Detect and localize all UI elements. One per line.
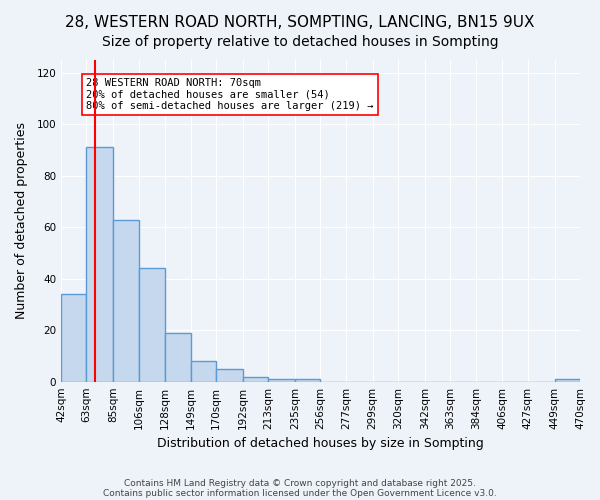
Bar [86, 148, 113, 382]
Bar [554, 379, 580, 382]
Text: 28 WESTERN ROAD NORTH: 70sqm
20% of detached houses are smaller (54)
80% of semi: 28 WESTERN ROAD NORTH: 70sqm 20% of deta… [86, 78, 374, 111]
Text: Contains public sector information licensed under the Open Government Licence v3: Contains public sector information licen… [103, 488, 497, 498]
Bar [268, 379, 295, 382]
Text: Size of property relative to detached houses in Sompting: Size of property relative to detached ho… [101, 35, 499, 49]
Bar [165, 333, 191, 382]
Bar [243, 376, 268, 382]
Bar [191, 361, 216, 382]
Bar [61, 294, 86, 382]
Bar [295, 379, 320, 382]
Bar [216, 369, 243, 382]
Bar [113, 220, 139, 382]
Text: Contains HM Land Registry data © Crown copyright and database right 2025.: Contains HM Land Registry data © Crown c… [124, 478, 476, 488]
X-axis label: Distribution of detached houses by size in Sompting: Distribution of detached houses by size … [157, 437, 484, 450]
Bar [139, 268, 165, 382]
Y-axis label: Number of detached properties: Number of detached properties [15, 122, 28, 320]
Text: 28, WESTERN ROAD NORTH, SOMPTING, LANCING, BN15 9UX: 28, WESTERN ROAD NORTH, SOMPTING, LANCIN… [65, 15, 535, 30]
